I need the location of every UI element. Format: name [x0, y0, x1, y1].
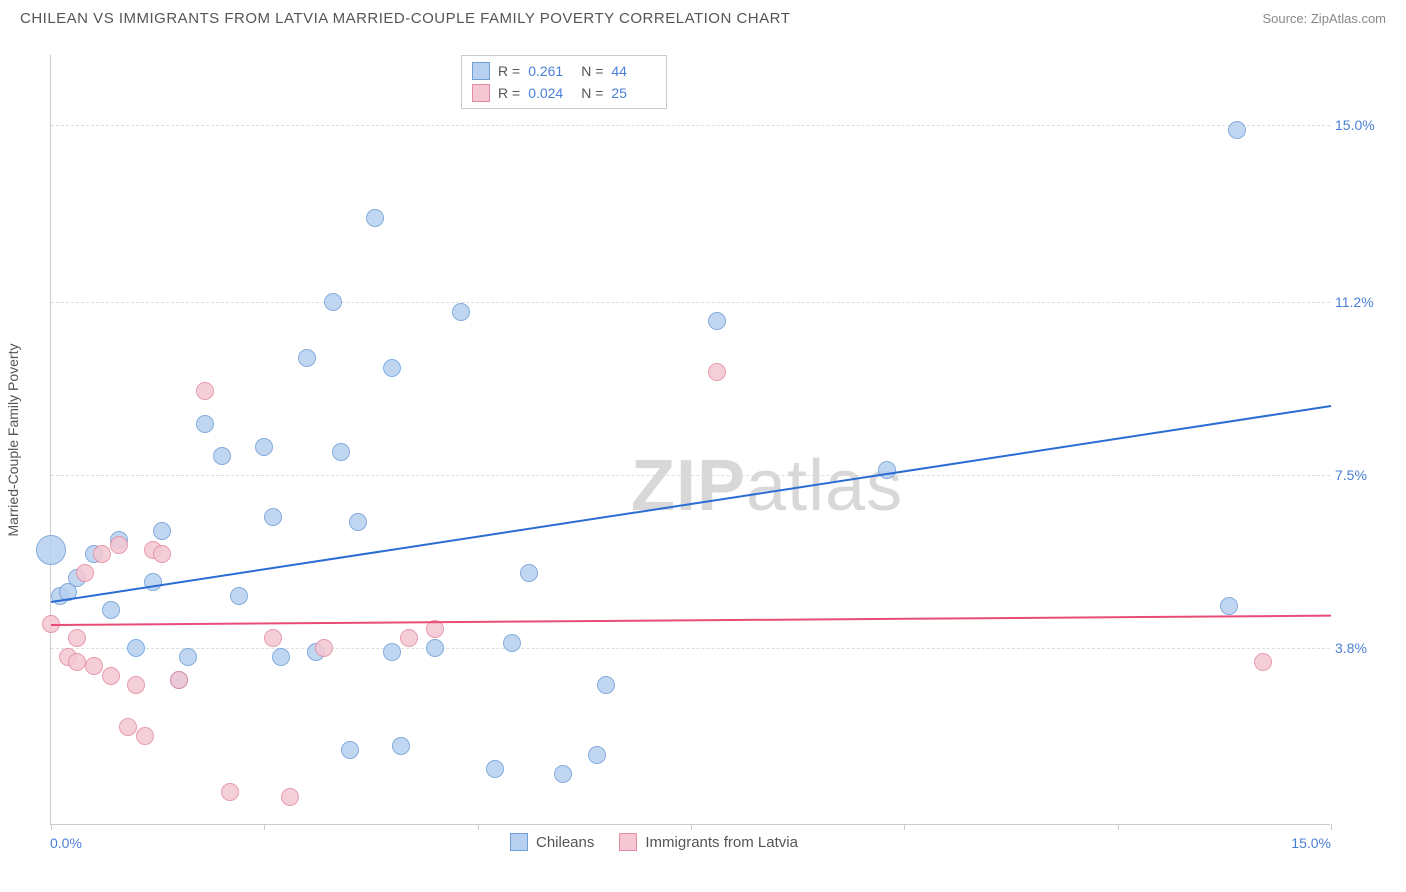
data-point [153, 545, 171, 563]
n-value-chileans: 44 [611, 63, 656, 79]
data-point [1228, 121, 1246, 139]
y-tick-label: 3.8% [1335, 640, 1385, 656]
data-point [255, 438, 273, 456]
y-tick-label: 11.2% [1335, 294, 1385, 310]
data-point [102, 667, 120, 685]
legend-label-latvia: Immigrants from Latvia [645, 834, 798, 851]
data-point [878, 461, 896, 479]
grid-line [51, 648, 1330, 649]
data-point [1220, 597, 1238, 615]
data-point [315, 639, 333, 657]
data-point [110, 536, 128, 554]
data-point [36, 535, 66, 565]
swatch-latvia [472, 84, 490, 102]
data-point [179, 648, 197, 666]
y-axis-label: Married-Couple Family Poverty [5, 344, 21, 537]
chart-title: CHILEAN VS IMMIGRANTS FROM LATVIA MARRIE… [20, 10, 790, 27]
n-label: N = [581, 63, 603, 79]
data-point [76, 564, 94, 582]
data-point [341, 741, 359, 759]
legend-swatch-chileans [510, 833, 528, 851]
legend-item-latvia: Immigrants from Latvia [619, 833, 798, 851]
data-point [127, 639, 145, 657]
data-point [93, 545, 111, 563]
x-tick [51, 824, 52, 830]
r-label: R = [498, 63, 520, 79]
data-point [708, 312, 726, 330]
legend-item-chileans: Chileans [510, 833, 594, 851]
watermark: ZIPatlas [631, 445, 903, 527]
data-point [708, 363, 726, 381]
data-point [588, 746, 606, 764]
data-point [281, 788, 299, 806]
legend-swatch-latvia [619, 833, 637, 851]
x-tick [478, 824, 479, 830]
n-label: N = [581, 85, 603, 101]
stats-row-chileans: R = 0.261 N = 44 [472, 60, 656, 82]
data-point [554, 765, 572, 783]
data-point [520, 564, 538, 582]
data-point [366, 209, 384, 227]
grid-line [51, 475, 1330, 476]
data-point [196, 382, 214, 400]
data-point [383, 359, 401, 377]
data-point [144, 573, 162, 591]
x-tick [1331, 824, 1332, 830]
data-point [196, 415, 214, 433]
data-point [119, 718, 137, 736]
data-point [127, 676, 145, 694]
x-axis-min-label: 0.0% [50, 835, 82, 851]
data-point [392, 737, 410, 755]
data-point [230, 587, 248, 605]
x-tick [691, 824, 692, 830]
data-point [452, 303, 470, 321]
grid-line [51, 302, 1330, 303]
data-point [503, 634, 521, 652]
data-point [324, 293, 342, 311]
x-axis-max-label: 15.0% [1291, 835, 1331, 851]
stats-box: R = 0.261 N = 44 R = 0.024 N = 25 [461, 55, 667, 109]
data-point [1254, 653, 1272, 671]
data-point [400, 629, 418, 647]
data-point [383, 643, 401, 661]
data-point [213, 447, 231, 465]
x-tick [1118, 824, 1119, 830]
r-label: R = [498, 85, 520, 101]
n-value-latvia: 25 [611, 85, 656, 101]
data-point [153, 522, 171, 540]
data-point [85, 657, 103, 675]
data-point [68, 629, 86, 647]
data-point [486, 760, 504, 778]
y-tick-label: 15.0% [1335, 117, 1385, 133]
trend-line [51, 405, 1331, 603]
r-value-chileans: 0.261 [528, 63, 573, 79]
x-tick [264, 824, 265, 830]
legend: Chileans Immigrants from Latvia [510, 833, 798, 851]
data-point [170, 671, 188, 689]
data-point [597, 676, 615, 694]
data-point [102, 601, 120, 619]
x-tick [904, 824, 905, 830]
data-point [68, 653, 86, 671]
data-point [264, 508, 282, 526]
grid-line [51, 125, 1330, 126]
data-point [221, 783, 239, 801]
data-point [264, 629, 282, 647]
data-point [332, 443, 350, 461]
data-point [349, 513, 367, 531]
swatch-chileans [472, 62, 490, 80]
legend-label-chileans: Chileans [536, 834, 594, 851]
data-point [136, 727, 154, 745]
source-label: Source: ZipAtlas.com [1262, 11, 1386, 26]
data-point [298, 349, 316, 367]
data-point [426, 639, 444, 657]
y-tick-label: 7.5% [1335, 467, 1385, 483]
stats-row-latvia: R = 0.024 N = 25 [472, 82, 656, 104]
scatter-chart: ZIPatlas R = 0.261 N = 44 R = 0.024 N = … [50, 55, 1330, 825]
data-point [272, 648, 290, 666]
trend-line [51, 615, 1331, 626]
r-value-latvia: 0.024 [528, 85, 573, 101]
